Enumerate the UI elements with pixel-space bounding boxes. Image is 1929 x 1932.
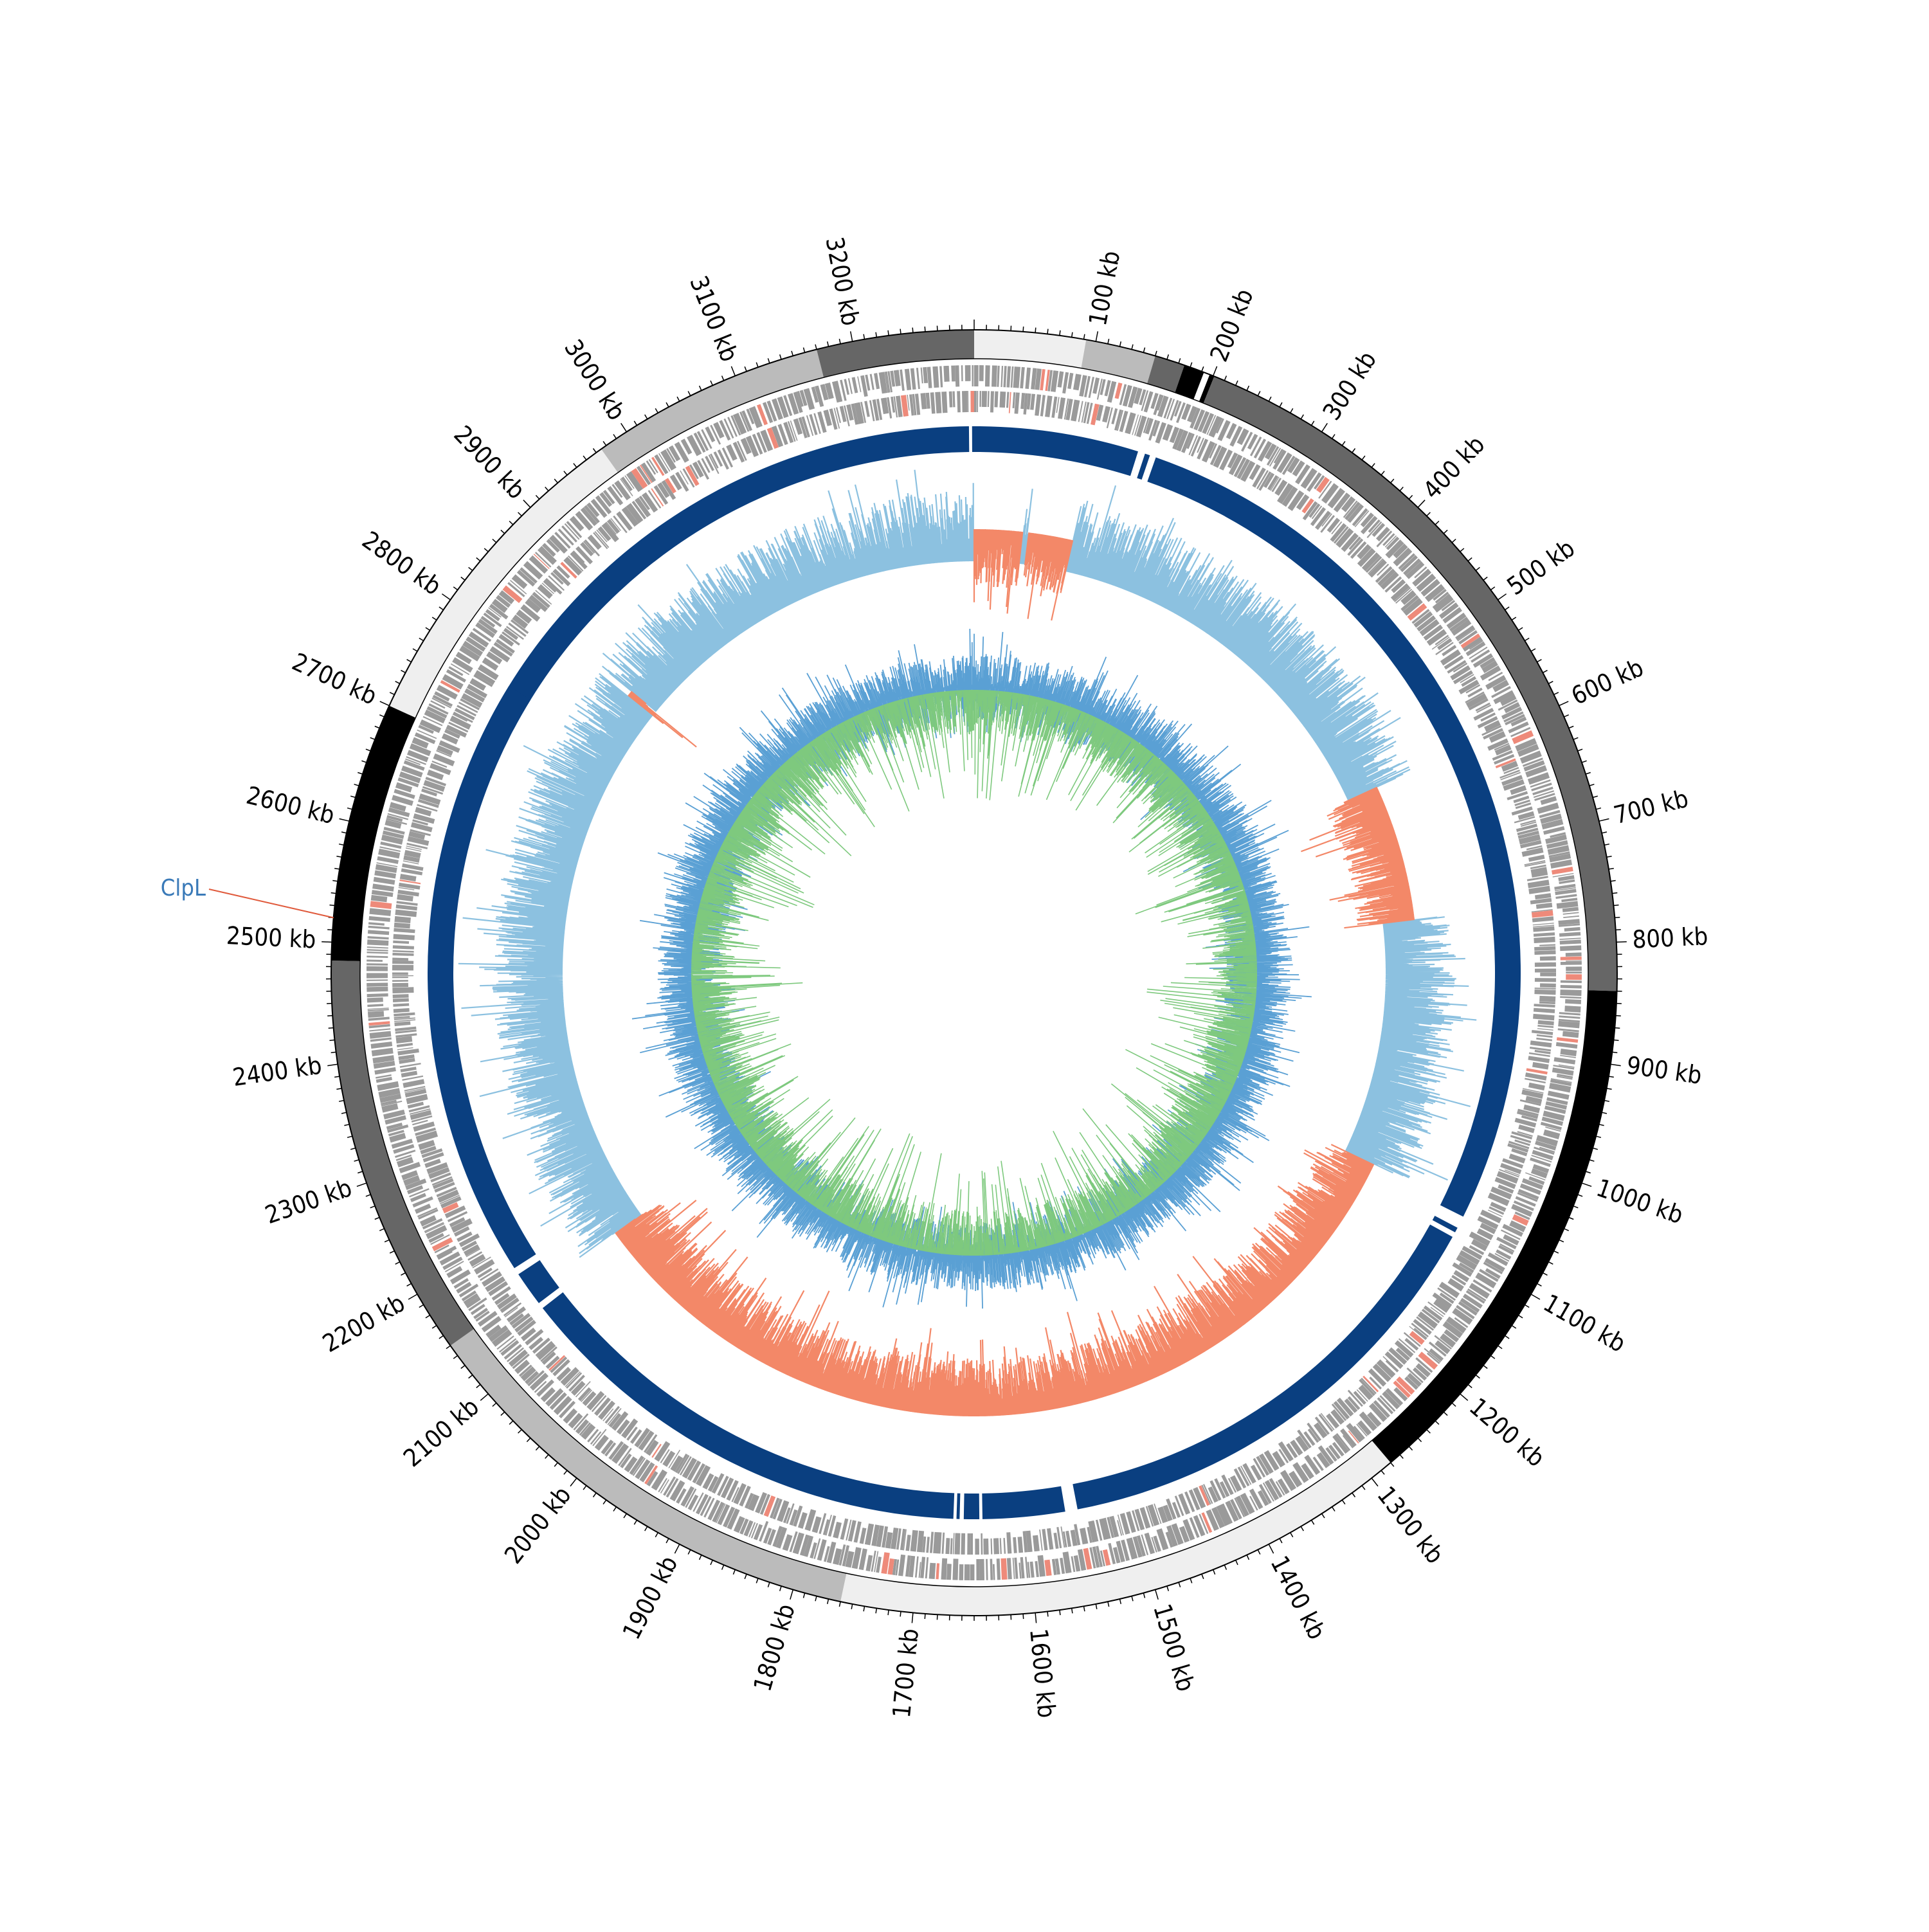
kb-tick-label: 1100 kb (1539, 1288, 1631, 1358)
kb-tick-label: 1800 kb (748, 1601, 800, 1695)
contig-segment (1081, 339, 1155, 384)
gc-deviation-plot (691, 689, 1258, 1256)
kb-tick-label: 1300 kb (1372, 1481, 1449, 1569)
kb-tick-label: 600 kb (1567, 653, 1647, 710)
kb-tick-label: 3000 kb (559, 334, 631, 425)
contig-segment (1372, 990, 1617, 1463)
blast-block (956, 1493, 961, 1519)
kb-tick-label: 2700 kb (288, 647, 381, 710)
blast-identity-ring (427, 426, 1521, 1520)
gc-content-track (631, 628, 1312, 1309)
blast-block (972, 426, 974, 453)
blast-block (491, 426, 970, 730)
kb-tick-label: 2400 kb (231, 1051, 323, 1092)
kb-tick-label: 3100 kb (684, 272, 744, 366)
contig-segment (450, 1328, 847, 1602)
kb-tick-label: 1600 kb (1024, 1627, 1061, 1719)
blast-block (974, 426, 1138, 476)
kb-tick-label: 800 kb (1632, 922, 1709, 954)
kb-tick-label: 1200 kb (1464, 1393, 1550, 1473)
blast-block (542, 1292, 955, 1519)
kb-tick-label: 500 kb (1502, 534, 1580, 600)
contig-segment (1175, 365, 1204, 400)
kb-tick-label: 2300 kb (262, 1173, 356, 1229)
contig-segment (1199, 374, 1215, 404)
contig-segment (974, 330, 1087, 368)
kb-tick-label: 1900 kb (617, 1551, 684, 1644)
kb-tick-label: 1400 kb (1265, 1551, 1331, 1644)
tick-marks (322, 320, 1627, 1623)
kb-tick-label: 1000 kb (1593, 1173, 1687, 1229)
blast-block (1147, 457, 1521, 1217)
kb-tick-label: 300 kb (1318, 347, 1382, 426)
contig-segment (1193, 372, 1210, 402)
kb-tick-label: 100 kb (1083, 248, 1125, 328)
contig-segment (1147, 356, 1185, 393)
kb-scale-ticks (322, 320, 1627, 1623)
blast-block (1073, 1224, 1453, 1510)
contig-segment (817, 330, 974, 378)
blast-block (518, 1259, 559, 1303)
blast-block (427, 686, 536, 1268)
kb-tick-label: 1500 kb (1148, 1601, 1200, 1695)
segment-inner-border (359, 358, 1589, 1587)
kb-tick-label: 2900 kb (448, 420, 530, 504)
blast-block (963, 1493, 980, 1520)
kb-tick-label: 700 kb (1611, 784, 1691, 829)
blast-block (1137, 453, 1150, 480)
contig-segment (389, 449, 619, 718)
contig-segment (331, 960, 475, 1346)
kb-tick-label: 200 kb (1204, 285, 1259, 366)
clpl-annotation: ClpL (161, 875, 334, 919)
clpl-pointer-line (208, 889, 334, 919)
kb-tick-label: 2500 kb (226, 921, 316, 954)
contig-segment (1203, 376, 1617, 991)
gc-skew-track (458, 469, 1477, 1417)
gc-skew-negative (615, 528, 1415, 1417)
kb-tick-label: 2100 kb (398, 1393, 484, 1473)
kb-tick-label: 1700 kb (887, 1627, 924, 1719)
kb-tick-label: 400 kb (1418, 430, 1490, 504)
contig-segment (601, 349, 824, 473)
kb-tick-label: 2200 kb (318, 1288, 410, 1358)
kb-tick-label: 2600 kb (244, 781, 338, 830)
blast-block (982, 1486, 1065, 1519)
blast-block (1432, 1216, 1458, 1232)
clpl-label[interactable]: ClpL (161, 875, 206, 901)
kb-tick-label: 2000 kb (499, 1481, 577, 1569)
kb-tick-label: 3200 kb (820, 235, 865, 328)
kb-tick-label: 900 kb (1625, 1051, 1704, 1090)
contig-segment (840, 1440, 1391, 1616)
kb-tick-label: 2800 kb (357, 526, 446, 601)
